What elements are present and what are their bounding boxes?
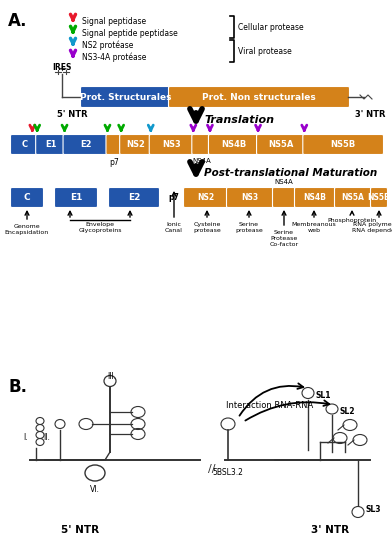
FancyBboxPatch shape [256,135,306,154]
Text: NS4B: NS4B [221,140,247,149]
Text: VI.: VI. [90,485,100,494]
Text: E1: E1 [45,140,56,149]
FancyBboxPatch shape [11,135,39,154]
Text: Cellular protease: Cellular protease [238,23,304,31]
FancyBboxPatch shape [169,87,350,108]
Text: 5' NTR: 5' NTR [57,110,87,119]
Text: B.: B. [8,378,27,396]
FancyBboxPatch shape [294,188,336,208]
Text: Serine
Protease
Co-factor: Serine Protease Co-factor [269,230,299,247]
FancyBboxPatch shape [303,135,383,154]
Text: NS3: NS3 [241,193,259,202]
Text: Translation: Translation [204,115,274,125]
Text: Interaction RNA-RNA: Interaction RNA-RNA [226,401,314,410]
Text: //: // [208,464,216,474]
Text: Phosphoprotein: Phosphoprotein [327,218,377,223]
Text: NS5B: NS5B [330,140,356,149]
Text: II.: II. [43,434,50,442]
FancyBboxPatch shape [149,135,195,154]
Text: NS3: NS3 [163,140,181,149]
FancyBboxPatch shape [272,188,296,208]
Text: NS4A: NS4A [275,179,293,185]
Text: III.: III. [107,372,116,381]
FancyBboxPatch shape [192,135,211,154]
FancyBboxPatch shape [109,188,160,208]
Text: C: C [24,193,30,202]
Text: p7: p7 [110,158,120,167]
FancyBboxPatch shape [183,188,227,208]
FancyBboxPatch shape [54,188,98,208]
Text: E2: E2 [128,193,140,202]
Text: NS3-4A protéase: NS3-4A protéase [82,52,146,61]
Text: NS5B: NS5B [368,193,390,202]
Text: A.: A. [8,12,27,30]
Text: Viral protease: Viral protease [238,47,292,55]
FancyBboxPatch shape [120,135,152,154]
Text: SL2: SL2 [340,406,356,416]
Text: 5' NTR: 5' NTR [61,525,99,535]
FancyBboxPatch shape [370,188,388,208]
Text: NS4A: NS4A [192,158,211,164]
Text: Genome
Encapsidation: Genome Encapsidation [5,224,49,235]
Text: Envelope
Glycoproteins: Envelope Glycoproteins [78,222,122,233]
Text: Signal peptidase: Signal peptidase [82,16,146,25]
Text: IRES: IRES [52,63,72,72]
FancyBboxPatch shape [63,135,109,154]
Text: 3' NTR: 3' NTR [355,110,385,119]
FancyBboxPatch shape [334,188,372,208]
Text: SL1: SL1 [316,390,332,400]
Text: Signal peptide peptidase: Signal peptide peptidase [82,29,178,37]
Text: Serine
protease: Serine protease [235,222,263,233]
Text: Prot. Structurales: Prot. Structurales [80,92,172,102]
Text: E1: E1 [70,193,82,202]
Text: p7: p7 [169,193,180,201]
Text: Membreanous
web: Membreanous web [292,222,336,233]
FancyBboxPatch shape [209,135,260,154]
Text: NS2: NS2 [197,193,214,202]
Text: RNA polymerase
RNA dependente: RNA polymerase RNA dependente [352,222,392,233]
Text: 3' NTR: 3' NTR [311,525,349,535]
Text: 5BSL3.2: 5BSL3.2 [212,468,243,477]
Text: NS4B: NS4B [303,193,327,202]
Text: Prot. Non structurales: Prot. Non structurales [202,92,316,102]
FancyBboxPatch shape [227,188,274,208]
Text: C: C [22,140,28,149]
Text: NS5A: NS5A [341,193,365,202]
Text: SL3: SL3 [366,506,381,514]
FancyBboxPatch shape [106,135,123,154]
FancyBboxPatch shape [80,87,171,108]
Text: Cysteine
protease: Cysteine protease [193,222,221,233]
FancyBboxPatch shape [36,135,66,154]
Text: Post-translational Maturation: Post-translational Maturation [204,168,377,178]
Text: NS2 protéase: NS2 protéase [82,40,133,50]
FancyBboxPatch shape [11,188,44,208]
Text: NS5A: NS5A [269,140,294,149]
Text: NS2: NS2 [127,140,145,149]
Text: Ionic
Canal: Ionic Canal [165,222,183,233]
Text: I.: I. [24,434,28,442]
Text: E2: E2 [80,140,92,149]
